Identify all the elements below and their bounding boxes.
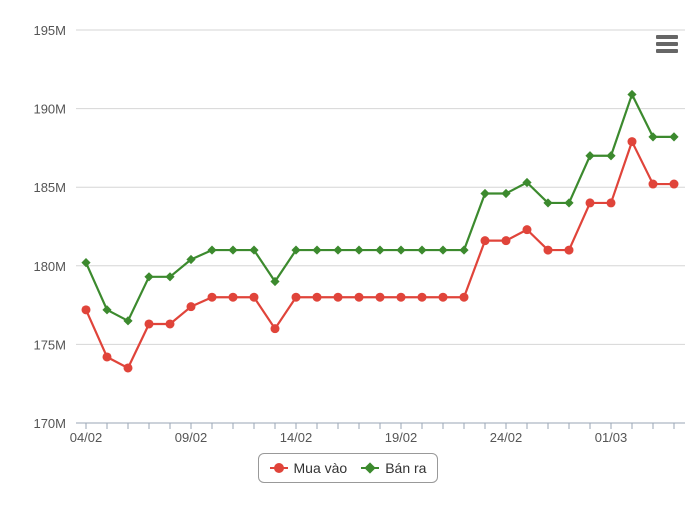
data-point-mua-vao[interactable] bbox=[207, 292, 217, 302]
data-point-mua-vao[interactable] bbox=[249, 292, 259, 302]
x-tick-label: 14/02 bbox=[280, 430, 313, 445]
data-point-ban-ra[interactable] bbox=[186, 254, 196, 265]
data-point-mua-vao[interactable] bbox=[144, 319, 154, 329]
data-point-ban-ra[interactable] bbox=[564, 198, 574, 208]
data-point-ban-ra[interactable] bbox=[417, 245, 427, 255]
data-point-ban-ra[interactable] bbox=[165, 272, 175, 282]
data-point-ban-ra[interactable] bbox=[81, 258, 91, 268]
data-point-mua-vao[interactable] bbox=[102, 352, 112, 362]
data-point-mua-vao[interactable] bbox=[480, 236, 490, 246]
chart-legend: Mua vào Bán ra bbox=[258, 453, 438, 483]
data-point-mua-vao[interactable] bbox=[417, 292, 427, 302]
legend-circle-icon bbox=[269, 463, 288, 473]
data-point-ban-ra[interactable] bbox=[480, 188, 490, 199]
hamburger-menu-icon-bar bbox=[656, 49, 678, 53]
data-point-mua-vao[interactable] bbox=[627, 137, 637, 147]
data-point-mua-vao[interactable] bbox=[648, 179, 658, 189]
legend-item-ban-ra[interactable]: Bán ra bbox=[361, 460, 426, 476]
data-point-mua-vao[interactable] bbox=[354, 292, 364, 302]
data-point-mua-vao[interactable] bbox=[543, 245, 553, 255]
y-tick-label: 170M bbox=[33, 416, 66, 431]
legend-marker bbox=[364, 462, 376, 474]
legend-marker bbox=[273, 463, 284, 473]
data-point-mua-vao[interactable] bbox=[228, 292, 238, 302]
data-point-ban-ra[interactable] bbox=[501, 188, 511, 199]
data-point-mua-vao[interactable] bbox=[606, 198, 616, 208]
data-point-mua-vao[interactable] bbox=[375, 292, 385, 302]
data-point-ban-ra[interactable] bbox=[669, 132, 679, 142]
data-point-ban-ra[interactable] bbox=[123, 316, 133, 326]
series-line-ban-ra bbox=[84, 93, 674, 322]
data-point-ban-ra[interactable] bbox=[396, 245, 406, 255]
data-point-mua-vao[interactable] bbox=[270, 324, 280, 334]
data-point-mua-vao[interactable] bbox=[123, 363, 133, 373]
data-point-mua-vao[interactable] bbox=[438, 292, 448, 302]
hamburger-menu-icon bbox=[656, 35, 678, 39]
data-point-mua-vao[interactable] bbox=[459, 292, 469, 302]
data-point-ban-ra[interactable] bbox=[354, 245, 364, 255]
data-point-mua-vao[interactable] bbox=[396, 292, 406, 302]
y-tick-label: 190M bbox=[33, 102, 66, 117]
data-point-ban-ra[interactable] bbox=[144, 272, 154, 282]
grid-lines bbox=[76, 29, 685, 424]
y-tick-label: 180M bbox=[33, 259, 66, 274]
data-point-ban-ra[interactable] bbox=[270, 276, 280, 287]
data-point-mua-vao[interactable] bbox=[81, 305, 91, 315]
x-tick-label: 19/02 bbox=[385, 430, 418, 445]
data-point-mua-vao[interactable] bbox=[333, 292, 343, 302]
y-tick-label: 175M bbox=[33, 337, 66, 352]
data-point-ban-ra[interactable] bbox=[522, 177, 532, 188]
data-point-mua-vao[interactable] bbox=[522, 225, 532, 235]
data-point-ban-ra[interactable] bbox=[102, 305, 112, 315]
data-point-mua-vao[interactable] bbox=[564, 245, 574, 255]
x-tick-label: 24/02 bbox=[490, 430, 523, 445]
data-point-mua-vao[interactable] bbox=[186, 302, 196, 312]
data-point-ban-ra[interactable] bbox=[312, 245, 322, 255]
data-point-mua-vao[interactable] bbox=[669, 179, 679, 189]
x-tick-label: 01/03 bbox=[595, 430, 628, 445]
data-point-mua-vao[interactable] bbox=[585, 198, 595, 208]
data-point-ban-ra[interactable] bbox=[627, 89, 637, 100]
legend-label: Mua vào bbox=[293, 460, 348, 476]
data-point-ban-ra[interactable] bbox=[228, 245, 238, 255]
data-point-ban-ra[interactable] bbox=[249, 245, 259, 255]
y-tick-label: 195M bbox=[33, 23, 66, 38]
data-point-ban-ra[interactable] bbox=[459, 245, 469, 255]
series-layer bbox=[81, 89, 679, 373]
data-point-ban-ra[interactable] bbox=[207, 245, 217, 255]
data-point-ban-ra[interactable] bbox=[291, 245, 301, 255]
series-line-mua-vao bbox=[84, 140, 674, 370]
y-tick-label: 185M bbox=[33, 180, 66, 195]
data-point-ban-ra[interactable] bbox=[333, 245, 343, 255]
data-point-mua-vao[interactable] bbox=[291, 292, 301, 302]
x-tick-label: 04/02 bbox=[70, 430, 103, 445]
data-point-mua-vao[interactable] bbox=[312, 292, 322, 302]
hamburger-menu-icon-bar bbox=[656, 42, 678, 46]
data-point-ban-ra[interactable] bbox=[543, 198, 553, 208]
legend-label: Bán ra bbox=[385, 460, 427, 476]
legend-item-mua-vao[interactable]: Mua vào bbox=[269, 460, 348, 476]
data-point-mua-vao[interactable] bbox=[501, 236, 511, 246]
data-point-mua-vao[interactable] bbox=[165, 319, 175, 329]
data-point-ban-ra[interactable] bbox=[375, 245, 385, 255]
data-point-ban-ra[interactable] bbox=[438, 245, 448, 255]
x-tick-label: 09/02 bbox=[175, 430, 208, 445]
chart-menu-button[interactable] bbox=[652, 32, 682, 58]
axes: 170M 175M 180M 185M 190M 195M 04/02 09/02 14/02 1… bbox=[33, 23, 675, 445]
legend-diamond-icon bbox=[361, 462, 380, 474]
data-point-ban-ra[interactable] bbox=[648, 132, 658, 142]
data-point-ban-ra[interactable] bbox=[585, 151, 595, 161]
data-point-ban-ra[interactable] bbox=[606, 151, 616, 161]
